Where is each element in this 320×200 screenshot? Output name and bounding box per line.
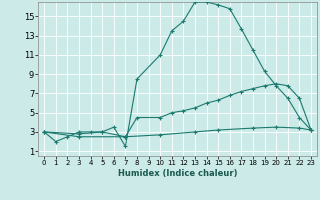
X-axis label: Humidex (Indice chaleur): Humidex (Indice chaleur) [118, 169, 237, 178]
